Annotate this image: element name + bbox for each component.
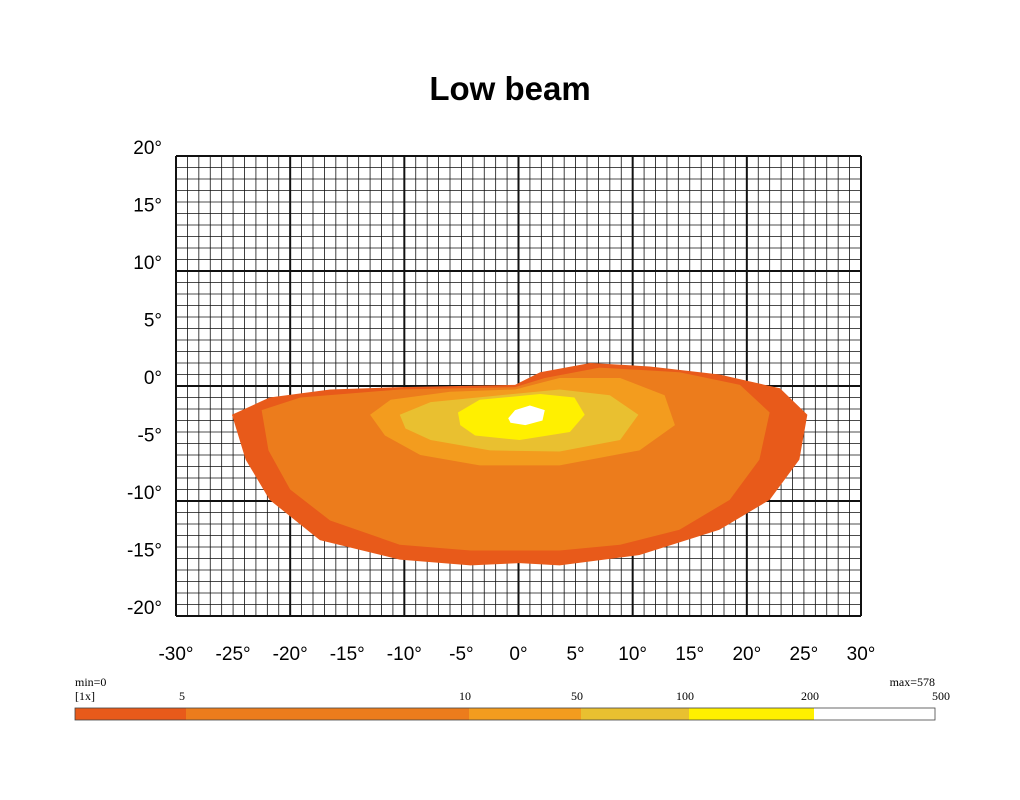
y-tick-label: 20° (133, 138, 162, 159)
x-tick-label: -10° (387, 644, 422, 665)
scale-segment (689, 708, 814, 720)
x-tick-label: -20° (273, 644, 308, 665)
scale-segment (814, 708, 935, 720)
x-tick-label: 15° (675, 644, 704, 665)
scale-label: 5 (179, 689, 185, 703)
scale-label: 10 (459, 689, 471, 703)
y-tick-label: 15° (133, 196, 162, 217)
scale-max-label: max=578 (890, 675, 935, 689)
x-tick-label: 5° (566, 644, 584, 665)
y-tick-label: -5° (138, 426, 163, 447)
x-tick-label: -30° (158, 644, 193, 665)
y-tick-label: -20° (127, 598, 162, 619)
x-tick-label: 10° (618, 644, 647, 665)
x-tick-label: 20° (732, 644, 761, 665)
x-tick-label: -5° (449, 644, 474, 665)
x-tick-label: 25° (790, 644, 819, 665)
y-tick-label: -15° (127, 541, 162, 562)
y-tick-label: -10° (127, 483, 162, 504)
y-tick-label: 0° (144, 368, 162, 389)
scale-outline (74, 707, 936, 721)
x-tick-label: -15° (330, 644, 365, 665)
x-tick-label: 30° (847, 644, 876, 665)
chart-title: Low beam (429, 70, 590, 107)
scale-label: 200 (801, 689, 819, 703)
x-tick-label: 0° (509, 644, 527, 665)
scale-label: 100 (676, 689, 694, 703)
scale-label: 500 (932, 689, 950, 703)
y-tick-label: 10° (133, 253, 162, 274)
scale-segment (186, 708, 469, 720)
x-tick-label: -25° (216, 644, 251, 665)
scale-segment (75, 708, 186, 720)
scale-label: 50 (571, 689, 583, 703)
contour (508, 405, 545, 426)
scale-min-label: min=0 (75, 675, 106, 689)
scale-segment (581, 708, 689, 720)
scale-segment (469, 708, 581, 720)
y-tick-label: 5° (144, 311, 162, 332)
scale-unit-label: [1x] (75, 689, 95, 703)
